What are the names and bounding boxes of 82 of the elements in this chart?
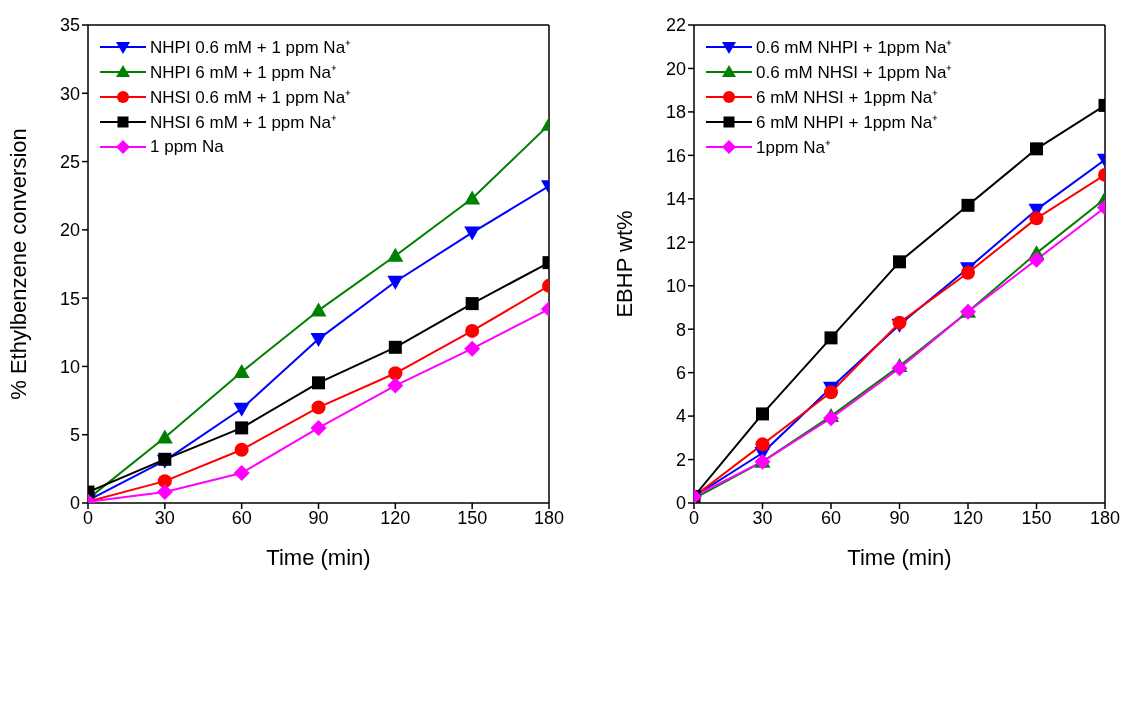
y-tick-label: 25 — [59, 151, 80, 172]
point — [961, 198, 975, 212]
point — [824, 385, 838, 400]
point — [1028, 251, 1045, 268]
y-axis-title: EBHP wt% — [611, 210, 637, 318]
point — [387, 247, 404, 262]
point — [464, 340, 481, 357]
y-tick-label: 18 — [665, 102, 686, 123]
point — [310, 419, 327, 436]
y-tick-label: 15 — [59, 288, 80, 309]
y-tick-label: 6 — [675, 363, 686, 384]
y-tick-label: 35 — [59, 15, 80, 36]
point — [464, 226, 481, 241]
point — [824, 331, 838, 345]
legend-label: 6 mM NHSI + 1ppm Na⁺ — [756, 87, 939, 108]
y-tick-label: 12 — [665, 232, 686, 253]
y-tick-label: 30 — [59, 83, 80, 104]
x-tick-label: 150 — [457, 507, 488, 528]
y-tick-label: 10 — [665, 276, 686, 297]
y-tick-label: 8 — [675, 319, 686, 340]
x-tick-label: 120 — [380, 507, 411, 528]
x-tick-label: 0 — [688, 507, 700, 528]
legend-label: NHPI 6 mM + 1 ppm Na⁺ — [150, 62, 337, 83]
point — [1029, 211, 1044, 226]
point — [464, 190, 481, 205]
y-tick-label: 0 — [675, 493, 686, 514]
y-tick-label: 2 — [675, 449, 686, 470]
x-tick-label: 120 — [952, 507, 984, 528]
legend-label: NHSI 6 mM + 1 ppm Na⁺ — [150, 112, 337, 133]
point — [311, 400, 326, 415]
point — [233, 363, 250, 378]
x-axis-title: Time (min) — [847, 545, 952, 570]
x-tick-label: 0 — [82, 507, 94, 528]
point — [233, 402, 250, 417]
point — [388, 340, 402, 354]
point — [310, 333, 327, 348]
point — [157, 474, 172, 489]
point — [387, 377, 404, 394]
point — [891, 360, 908, 377]
point — [387, 275, 404, 290]
point — [388, 366, 403, 381]
legend-label: 1ppm Na⁺ — [756, 137, 831, 158]
x-tick-label: 60 — [231, 507, 252, 528]
legend-label: 1 ppm Na — [150, 136, 224, 157]
point — [755, 437, 770, 452]
point — [235, 421, 249, 435]
x-tick-label: 150 — [1021, 507, 1052, 528]
point — [156, 484, 173, 501]
x-tick-label: 90 — [889, 507, 910, 528]
y-tick-label: 20 — [665, 58, 686, 79]
point — [893, 255, 906, 269]
x-tick-label: 60 — [820, 507, 842, 528]
point — [465, 297, 479, 311]
point — [823, 410, 839, 427]
point — [756, 407, 769, 421]
x-axis-title: Time (min) — [266, 545, 371, 570]
legend-label: 6 mM NHPI + 1ppm Na⁺ — [756, 112, 939, 133]
y-tick-label: 10 — [59, 356, 80, 377]
point — [312, 376, 325, 390]
y-tick-label: 16 — [665, 145, 686, 166]
point — [465, 323, 480, 338]
point — [156, 429, 173, 444]
y-axis-title: % Ethylbenzene conversion — [5, 128, 31, 400]
point — [1030, 142, 1043, 156]
legend-label: NHPI 0.6 mM + 1 ppm Na⁺ — [150, 37, 352, 58]
point — [233, 464, 250, 481]
x-tick-label: 180 — [533, 507, 565, 528]
y-tick-label: 20 — [59, 220, 80, 241]
x-tick-label: 90 — [308, 507, 329, 528]
point — [310, 302, 327, 317]
y-tick-label: 4 — [675, 406, 686, 427]
x-tick-label: 30 — [752, 507, 773, 528]
y-tick-label: 14 — [665, 189, 686, 210]
legend-label: NHSI 0.6 mM + 1 ppm Na⁺ — [150, 87, 352, 108]
x-tick-label: 30 — [154, 507, 175, 528]
legend-label: 0.6 mM NHPI + 1ppm Na⁺ — [756, 37, 953, 58]
point — [234, 442, 249, 457]
y-tick-label: 5 — [69, 425, 80, 446]
legend-label: 0.6 mM NHSI + 1ppm Na⁺ — [756, 62, 953, 83]
x-tick-label: 180 — [1089, 507, 1121, 528]
y-tick-label: 0 — [69, 493, 80, 514]
y-tick-label: 22 — [665, 15, 686, 36]
